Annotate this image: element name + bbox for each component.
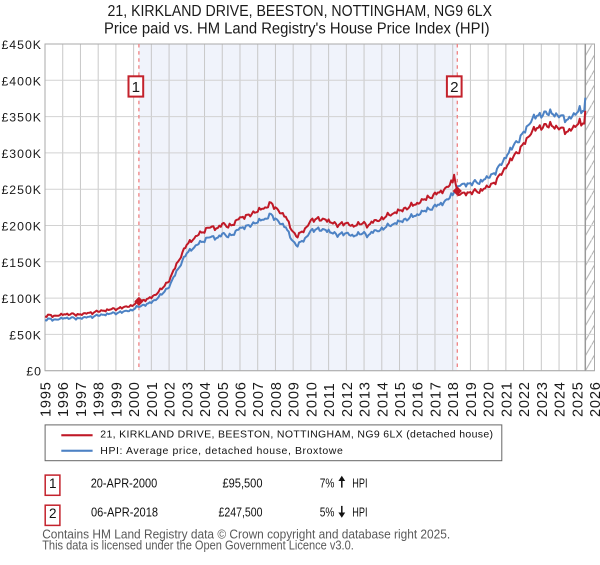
svg-text:£400K: £400K [1,74,42,88]
svg-text:HPI: HPI [352,475,367,490]
svg-text:£0: £0 [26,365,42,379]
svg-text:2000: 2000 [127,381,143,417]
svg-text:£200K: £200K [1,220,42,234]
svg-text:Contains HM Land Registry data: Contains HM Land Registry data © Crown c… [42,527,450,541]
svg-text:06-APR-2018: 06-APR-2018 [91,505,158,520]
svg-text:2001: 2001 [145,381,161,417]
svg-text:1: 1 [132,79,140,96]
svg-text:2014: 2014 [375,381,391,417]
svg-text:2: 2 [450,79,458,96]
svg-text:£450K: £450K [1,38,42,52]
svg-text:£50K: £50K [9,328,42,342]
svg-text:2024: 2024 [553,381,569,417]
svg-text:£350K: £350K [1,111,42,125]
svg-text:HPI: HPI [352,505,367,520]
svg-text:2009: 2009 [287,381,303,417]
svg-text:2011: 2011 [322,382,338,417]
svg-text:2020: 2020 [482,381,498,417]
svg-text:1: 1 [49,476,57,491]
svg-text:1999: 1999 [109,381,125,417]
svg-text:2006: 2006 [234,381,250,417]
svg-text:2013: 2013 [358,381,374,417]
svg-text:2: 2 [49,506,57,521]
svg-text:£95,500: £95,500 [223,475,263,490]
svg-text:£247,500: £247,500 [219,505,263,520]
svg-text:20-APR-2000: 20-APR-2000 [91,475,158,490]
svg-text:HPI: Average price, detached h: HPI: Average price, detached house, Brox… [100,445,343,457]
svg-text:2026: 2026 [588,381,600,417]
svg-text:1998: 1998 [92,381,108,417]
svg-text:Price paid vs. HM Land Registr: Price paid vs. HM Land Registry's House … [104,21,490,38]
svg-text:2015: 2015 [393,381,409,417]
svg-text:This data is licensed under th: This data is licensed under the Open Gov… [42,538,354,552]
svg-text:2022: 2022 [517,381,533,417]
svg-text:£300K: £300K [1,147,42,161]
svg-text:£100K: £100K [1,292,42,306]
svg-text:2019: 2019 [464,381,480,417]
svg-text:2004: 2004 [198,381,214,417]
svg-text:1996: 1996 [56,381,72,417]
svg-text:1997: 1997 [74,381,90,417]
svg-text:2008: 2008 [269,381,285,417]
svg-text:2016: 2016 [411,381,427,417]
svg-text:1995: 1995 [39,381,55,417]
svg-text:5%: 5% [320,505,335,520]
svg-text:21, KIRKLAND DRIVE, BEESTON, N: 21, KIRKLAND DRIVE, BEESTON, NOTTINGHAM,… [100,428,493,440]
svg-text:2025: 2025 [570,381,586,417]
svg-text:2017: 2017 [429,381,445,417]
svg-text:£250K: £250K [1,183,42,197]
svg-text:2023: 2023 [535,381,551,417]
svg-text:2002: 2002 [163,381,179,417]
svg-text:2007: 2007 [251,381,267,417]
svg-text:7%: 7% [320,475,335,490]
svg-text:£150K: £150K [1,256,42,270]
svg-text:2018: 2018 [446,381,462,417]
svg-text:21, KIRKLAND DRIVE, BEESTON, N: 21, KIRKLAND DRIVE, BEESTON, NOTTINGHAM,… [108,3,493,20]
svg-text:2010: 2010 [304,381,320,417]
svg-text:2005: 2005 [216,381,232,417]
svg-text:2021: 2021 [499,381,515,417]
svg-text:2012: 2012 [340,381,356,417]
svg-text:2003: 2003 [180,381,196,417]
